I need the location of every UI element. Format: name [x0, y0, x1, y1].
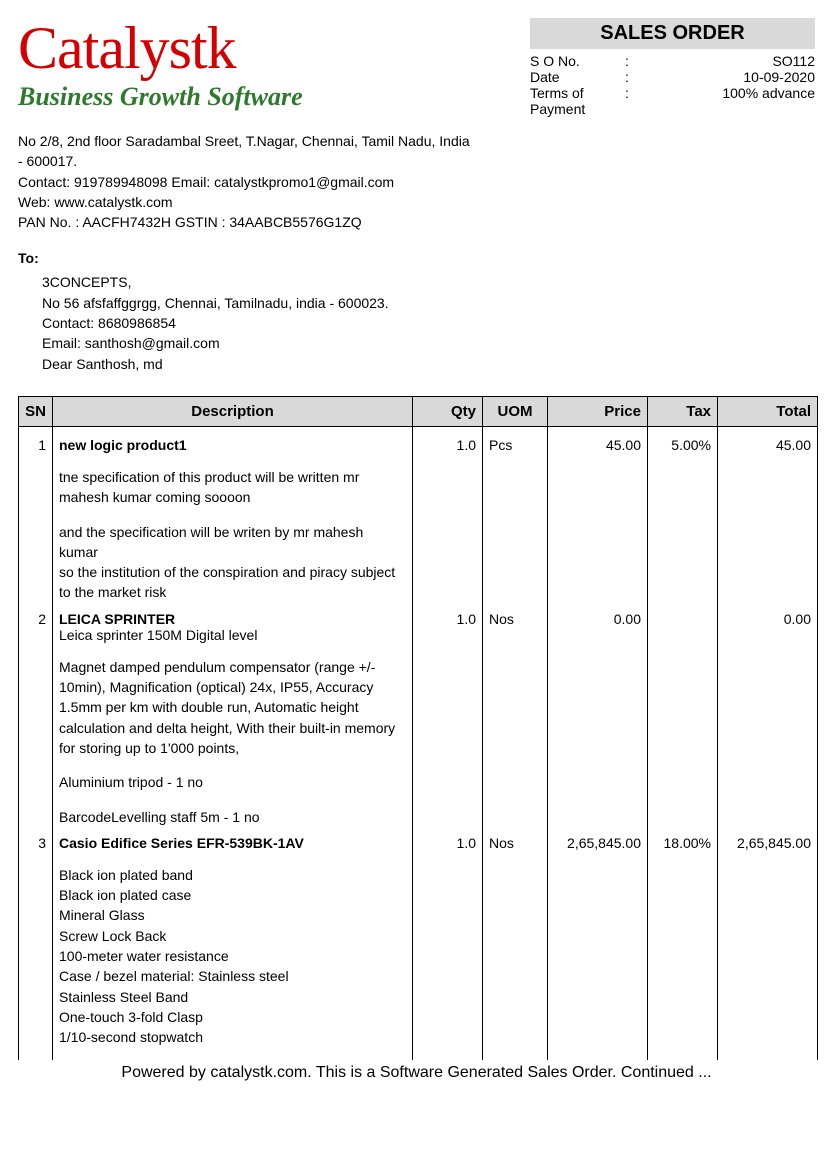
cell-uom: Nos — [483, 607, 548, 831]
cell-sn: 2 — [19, 607, 53, 831]
cell-total: 0.00 — [718, 607, 818, 831]
cell-total: 45.00 — [718, 426, 818, 606]
cell-tax: 5.00% — [648, 426, 718, 606]
colon: : — [625, 69, 637, 85]
product-desc: BarcodeLevelling staff 5m - 1 no — [59, 807, 406, 827]
th-tax: Tax — [648, 396, 718, 426]
so-terms-label1: Terms of — [530, 85, 625, 101]
items-table: SN Description Qty UOM Price Tax Total 1… — [18, 396, 818, 1060]
cell-price: 2,65,845.00 — [548, 831, 648, 1052]
company-pan: PAN No. : AACFH7432H GSTIN : 34AABCB5576… — [18, 212, 815, 232]
th-sn: SN — [19, 396, 53, 426]
so-terms-field2: Payment — [530, 101, 815, 117]
cell-qty: 1.0 — [413, 426, 483, 606]
cell-price: 45.00 — [548, 426, 648, 606]
company-contact: Contact: 919789948098 Email: catalystkpr… — [18, 172, 815, 192]
to-name: 3CONCEPTS, — [42, 272, 815, 292]
cell-total: 2,65,845.00 — [718, 831, 818, 1052]
cell-desc: LEICA SPRINTER Leica sprinter 150M Digit… — [53, 607, 413, 831]
to-label: To: — [18, 250, 815, 266]
cell-uom: Nos — [483, 831, 548, 1052]
so-number-field: S O No. : SO112 — [530, 53, 815, 69]
company-details: No 2/8, 2nd floor Saradambal Sreet, T.Na… — [18, 131, 815, 232]
cell-sn: 3 — [19, 831, 53, 1052]
colon: : — [625, 85, 637, 101]
cell-price: 0.00 — [548, 607, 648, 831]
footer-text: Powered by catalystk.com. This is a Soft… — [18, 1064, 815, 1082]
to-contact: Contact: 8680986854 — [42, 313, 815, 333]
so-terms-label2: Payment — [530, 101, 625, 117]
to-email: Email: santhosh@gmail.com — [42, 333, 815, 353]
th-qty: Qty — [413, 396, 483, 426]
company-name: Catalystk — [18, 18, 303, 78]
company-address: No 2/8, 2nd floor Saradambal Sreet, T.Na… — [18, 131, 478, 172]
sales-order-box: SALES ORDER S O No. : SO112 Date : 10-09… — [530, 18, 815, 117]
product-name: LEICA SPRINTER — [59, 611, 175, 627]
product-desc: Aluminium tripod - 1 no — [59, 772, 406, 792]
cell-desc: new logic product1 tne specification of … — [53, 426, 413, 606]
th-uom: UOM — [483, 396, 548, 426]
so-date-label: Date — [530, 69, 625, 85]
sales-order-fields: S O No. : SO112 Date : 10-09-2020 Terms … — [530, 53, 815, 117]
cell-desc: Casio Edifice Series EFR-539BK-1AV Black… — [53, 831, 413, 1052]
document-header: Catalystk Business Growth Software SALES… — [18, 18, 815, 117]
cell-qty: 1.0 — [413, 831, 483, 1052]
product-desc: Black ion plated band Black ion plated c… — [59, 865, 406, 1048]
company-tagline: Business Growth Software — [18, 82, 303, 112]
colon: : — [625, 53, 637, 69]
so-number-value: SO112 — [637, 53, 815, 69]
table-header-row: SN Description Qty UOM Price Tax Total — [19, 396, 818, 426]
company-web: Web: www.catalystk.com — [18, 192, 815, 212]
to-address: No 56 afsfaffggrgg, Chennai, Tamilnadu, … — [42, 293, 815, 313]
product-name: new logic product1 — [59, 437, 187, 453]
to-greeting: Dear Santhosh, md — [42, 354, 815, 374]
logo-block: Catalystk Business Growth Software — [18, 18, 303, 112]
th-price: Price — [548, 396, 648, 426]
so-number-label: S O No. — [530, 53, 625, 69]
th-total: Total — [718, 396, 818, 426]
product-desc: and the specification will be writen by … — [59, 522, 406, 603]
so-date-value: 10-09-2020 — [637, 69, 815, 85]
table-row: 1 new logic product1 tne specification o… — [19, 426, 818, 606]
cell-tax: 18.00% — [648, 831, 718, 1052]
table-row: 3 Casio Edifice Series EFR-539BK-1AV Bla… — [19, 831, 818, 1052]
th-desc: Description — [53, 396, 413, 426]
so-terms-value: 100% advance — [637, 85, 815, 101]
cell-uom: Pcs — [483, 426, 548, 606]
cell-qty: 1.0 — [413, 607, 483, 831]
so-date-field: Date : 10-09-2020 — [530, 69, 815, 85]
product-desc: Magnet damped pendulum compensator (rang… — [59, 657, 406, 758]
table-row: 2 LEICA SPRINTER Leica sprinter 150M Dig… — [19, 607, 818, 831]
product-name: Casio Edifice Series EFR-539BK-1AV — [59, 835, 304, 851]
so-terms-field: Terms of : 100% advance — [530, 85, 815, 101]
product-desc: tne specification of this product will b… — [59, 467, 406, 508]
to-block: 3CONCEPTS, No 56 afsfaffggrgg, Chennai, … — [42, 272, 815, 373]
table-spacer — [19, 1052, 818, 1060]
sales-order-title: SALES ORDER — [530, 18, 815, 49]
cell-tax — [648, 607, 718, 831]
product-sub: Leica sprinter 150M Digital level — [59, 627, 406, 643]
cell-sn: 1 — [19, 426, 53, 606]
